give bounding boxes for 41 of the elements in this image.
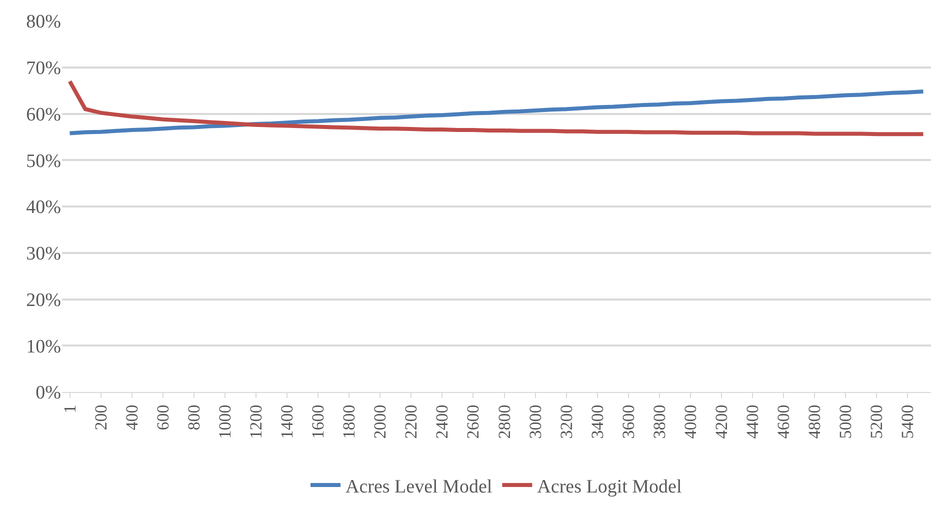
x-tick-label: 3800 [650,404,669,439]
x-tick-label: 5400 [898,404,918,439]
x-tick-label: 4400 [743,404,762,439]
legend-label: Acres Logit Model [537,476,682,498]
x-tick-label: 3600 [618,404,638,439]
x-tick-label: 4200 [712,404,732,439]
x-tick-label: 2200 [402,404,421,439]
x-tick-label: 1200 [246,404,266,439]
x-tick-label: 5200 [867,404,886,439]
x-tick-label: 400 [122,404,142,430]
x-tick-label: 5000 [836,404,856,439]
y-tick-label: 10% [26,336,62,358]
x-tick-label: 3200 [556,404,576,439]
x-tick-label: 1400 [278,404,297,439]
y-tick-label: 40% [26,197,62,218]
x-tick-label: 2600 [464,404,483,439]
x-tick-label: 1000 [215,404,234,439]
y-tick-label: 50% [26,150,62,172]
x-tick-label: 4600 [774,404,794,439]
x-tick-label: 3400 [588,404,607,439]
y-tick-label: 20% [26,290,62,311]
y-tick-label: 80% [26,12,62,33]
x-tick-label: 1800 [340,404,359,439]
y-tick-label: 0% [36,382,62,404]
x-tick-label: 1600 [308,404,328,439]
legend-label: Acres Level Model [346,476,492,498]
line-series [68,89,926,136]
x-tick-label: 2800 [494,404,514,439]
x-tick-label: 4000 [680,404,700,439]
x-tick-label: 3000 [526,404,545,439]
y-tick-label: 60% [26,104,62,126]
x-tick-label: 200 [91,404,110,430]
x-tick-label: 4800 [805,404,824,439]
x-tick-label: 2400 [432,404,452,439]
x-tick-label: 2000 [370,404,390,439]
line-series [68,79,926,136]
y-tick-label: 30% [26,244,62,265]
x-tick-label: 1 [60,404,80,414]
x-tick-label: 600 [153,404,172,430]
x-tick-label: 800 [184,404,204,430]
y-tick-label: 70% [26,58,62,80]
